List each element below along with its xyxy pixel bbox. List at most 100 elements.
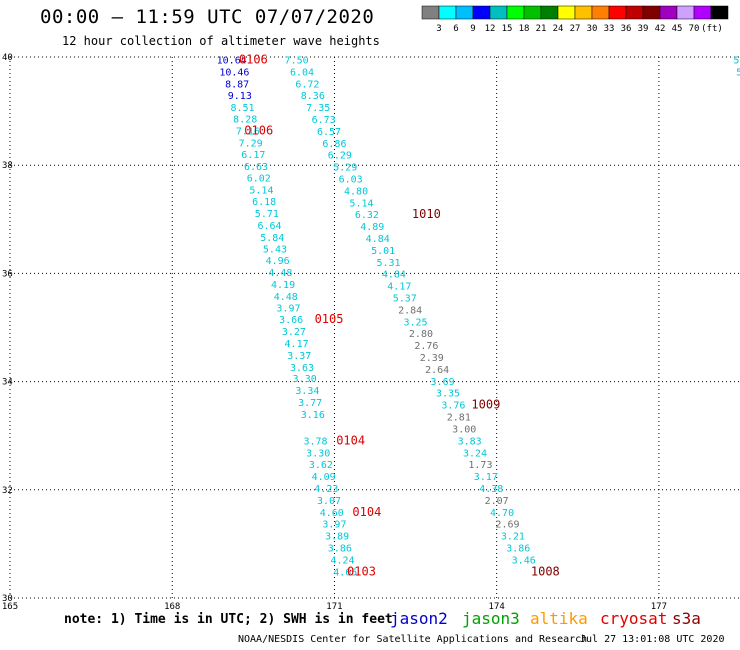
map-plot: 165 168 171 174 177 40 38 36 34 32 30 10.6410.468.8… (2, 52, 740, 610)
wave-height-value: 8.87 (225, 79, 249, 90)
wave-height-value: 2.69 (495, 520, 519, 531)
wave-height-value: 3.62 (309, 460, 333, 471)
wave-height-value: 4.23 (314, 484, 338, 495)
legend-label: 36 (621, 24, 632, 34)
lon-tick-label: 168 (164, 602, 180, 610)
lat-tick-label: 34 (2, 378, 13, 388)
legend-label: 45 (672, 24, 683, 34)
wave-height-value: 4.19 (271, 280, 295, 291)
wave-height-value: 6.04 (290, 67, 314, 78)
wave-height-value: 5.29 (333, 163, 357, 174)
footer-credit: NOAA/NESDIS Center for Satellite Applica… (238, 634, 588, 645)
legend-label: 15 (502, 24, 513, 34)
wave-height-value: 3.76 (441, 401, 465, 412)
wave-height-value: 6.18 (252, 197, 276, 208)
wave-height-value: 3.37 (287, 351, 311, 362)
footer-timestamp: Jul 27 13:01:08 UTC 2020 (580, 634, 725, 645)
cycle-label: 0106 (244, 123, 273, 137)
wave-height-value: 3.16 (301, 410, 325, 421)
cycle-label: 0104 (352, 505, 381, 519)
wave-height-value: 2.84 (398, 305, 422, 316)
wave-height-value: 3.77 (298, 398, 322, 409)
wave-height-value: 5.14 (349, 198, 373, 209)
wave-height-value: 3.30 (306, 448, 330, 459)
wave-height-value: 5.43 (263, 244, 287, 255)
wave-height-value: 5.01 (371, 246, 395, 257)
wave-height-value: 4.84 (382, 270, 406, 281)
wave-height-value: 5.84 (260, 233, 284, 244)
lat-tick-label: 30 (2, 594, 13, 604)
wave-height-value: 3.86 (328, 543, 352, 554)
cycle-label: 1010 (412, 207, 441, 221)
note-text: note: 1) Time is in UTC; 2) SWH is in fe… (64, 612, 393, 627)
cycle-label: 0106 (239, 52, 268, 66)
cycle-label: 0104 (336, 433, 365, 447)
plot-subtitle: 12 hour collection of altimeter wave hei… (62, 34, 380, 48)
wave-height-value: 3.24 (463, 448, 487, 459)
legend-label: 6 (453, 24, 458, 34)
sat-s3a: s3a (672, 609, 701, 628)
wave-height-value: 7.29 (239, 138, 263, 149)
wave-height-value: 4.38 (479, 484, 503, 495)
wave-height-value: 8.51 (230, 103, 254, 114)
lat-tick-label: 32 (2, 486, 13, 496)
wave-height-value: 3.17 (474, 472, 498, 483)
wave-height-value: 8.28 (233, 114, 257, 125)
wave-height-value: 3.86 (506, 543, 530, 554)
wave-height-value: 4.09 (312, 472, 336, 483)
wave-height-value: 10.46 (219, 67, 249, 78)
wave-height-value: 4.89 (360, 222, 384, 233)
wave-height-value: 2.07 (485, 496, 509, 507)
sat-jason3: jason3 (462, 609, 520, 628)
legend-label: 18 (519, 24, 530, 34)
wave-height-value: 3.69 (431, 377, 455, 388)
wave-height-value: 3.78 (303, 436, 327, 447)
wave-height-value: 2.80 (409, 329, 433, 340)
legend-swatch (710, 5, 729, 20)
wave-height-value: 9.13 (228, 91, 252, 102)
legend-label: 21 (536, 24, 547, 34)
wave-height-value: 4.96 (266, 256, 290, 267)
wave-height-value: 6.03 (339, 175, 363, 186)
wave-height-value: 3.63 (290, 363, 314, 374)
sat-jason2: jason2 (390, 609, 448, 628)
wave-height-value: 3.27 (282, 327, 306, 338)
wave-height-value: 6.29 (328, 151, 352, 162)
lat-tick-label: 40 (2, 53, 13, 63)
wave-height-value: 2.39 (420, 353, 444, 364)
wave-height-value: 3.30 (293, 374, 317, 385)
legend-label: 24 (553, 24, 564, 34)
wave-height-value: 5.14 (249, 185, 273, 196)
cycle-label: 1009 (471, 398, 500, 412)
wave-height-value: 2.76 (414, 341, 438, 352)
wave-height-value: 1.73 (468, 460, 492, 471)
legend-label: 30 (587, 24, 598, 34)
sat-cryosat: cryosat (600, 609, 668, 628)
legend-label: 39 (638, 24, 649, 34)
lon-tick-label: 177 (651, 602, 667, 610)
lon-tick-label: 171 (326, 602, 342, 610)
wave-height-value: 4.80 (344, 186, 368, 197)
lon-tick-label: 174 (489, 602, 505, 610)
color-legend: 3 6 9 12 15 18 21 24 27 30 33 36 39 42 45 70 (ft) (421, 5, 729, 34)
legend-label: 42 (655, 24, 666, 34)
wave-height-value: 6.63 (244, 162, 268, 173)
legend-label: 70 (689, 24, 700, 34)
wave-height-value: 5.49 (733, 55, 740, 66)
lat-tick-label: 36 (2, 269, 13, 279)
wave-height-value: 3.25 (404, 317, 428, 328)
wave-height-value: 3.34 (295, 386, 319, 397)
wave-height-value: 5.31 (376, 258, 400, 269)
wave-height-value: 3.46 (512, 555, 536, 566)
wave-height-value: 3.89 (325, 532, 349, 543)
wave-height-value: 6.17 (241, 150, 265, 161)
wave-height-value: 6.02 (247, 173, 271, 184)
wave-height-value: 6.32 (355, 210, 379, 221)
wave-height-value: 4.17 (387, 282, 411, 293)
wave-height-value: 6.64 (258, 221, 282, 232)
wave-height-value: 4.70 (490, 508, 514, 519)
wave-height-value: 7.35 (306, 103, 330, 114)
wave-height-value: 7.50 (285, 55, 309, 66)
wave-height-value: 3.07 (317, 496, 341, 507)
wave-height-value: 4.17 (285, 339, 309, 350)
